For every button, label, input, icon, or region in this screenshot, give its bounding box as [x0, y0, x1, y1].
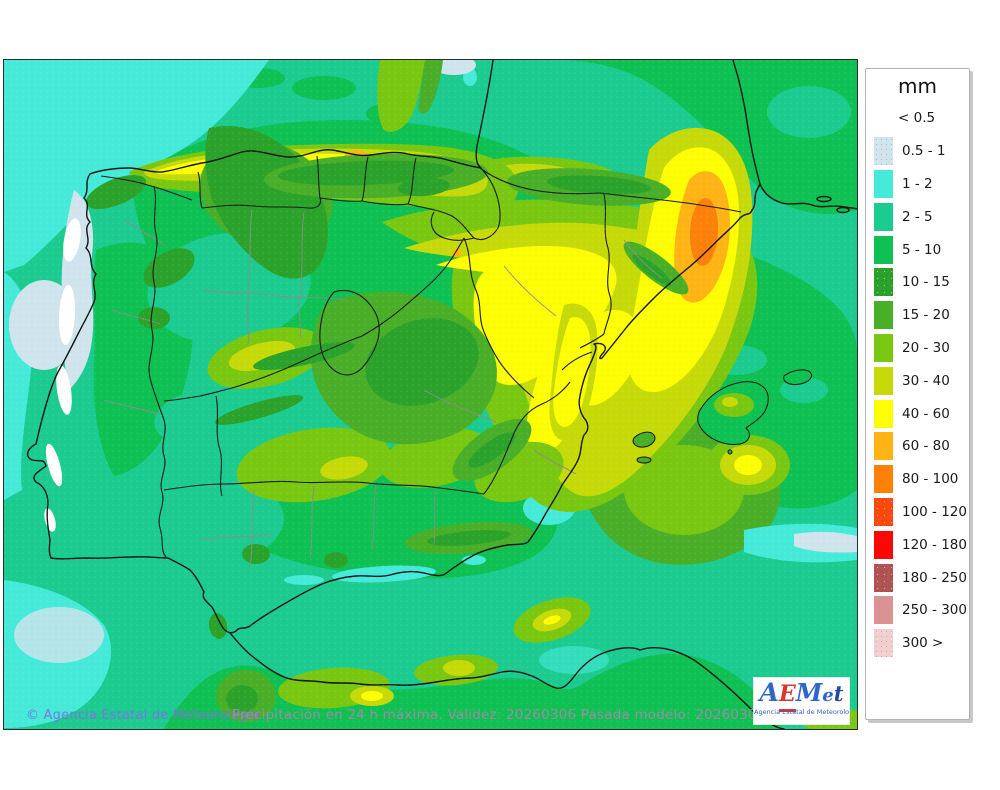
- legend-entry: 1 - 2: [866, 168, 969, 201]
- legend-entry: 2 - 5: [866, 200, 969, 233]
- legend-entry: 0.5 - 1: [866, 135, 969, 168]
- legend-label: 30 - 40: [902, 372, 950, 389]
- legend-swatch: [874, 530, 893, 559]
- legend-entry: 300 >: [866, 627, 969, 660]
- legend-panel: mm < 0.5 0.5 - 1 1 - 2 2 - 5 5 - 10 10 -…: [865, 68, 970, 720]
- aemet-logo-tagline: Agencia Estatal de Meteorología: [754, 708, 850, 716]
- legend-title: mm: [898, 74, 937, 98]
- legend-label: 180 - 250: [902, 569, 967, 586]
- legend-swatch: [874, 432, 893, 461]
- legend-swatch: [874, 268, 893, 297]
- legend-label: < 0.5: [898, 110, 936, 127]
- legend-label: 80 - 100: [902, 471, 959, 488]
- legend-label: 10 - 15: [902, 274, 950, 291]
- legend-label: 15 - 20: [902, 307, 950, 324]
- legend-entry: 100 - 120: [866, 496, 969, 529]
- legend-entry: 80 - 100: [866, 463, 969, 496]
- dither-texture: [4, 60, 857, 729]
- legend-swatch: [874, 497, 893, 526]
- aemet-logo: AEMet Agencia Estatal de Meteorología: [753, 677, 850, 725]
- legend-label: 1 - 2: [902, 175, 933, 192]
- legend-swatch: [874, 366, 893, 395]
- precipitation-map: [4, 60, 857, 729]
- legend-swatch: [874, 202, 893, 231]
- legend-entry: 5 - 10: [866, 233, 969, 266]
- aemet-logo-word: AEMet: [754, 678, 849, 712]
- legend-label: 250 - 300: [902, 602, 967, 619]
- legend-entry: 120 - 180: [866, 528, 969, 561]
- legend-entry: 40 - 60: [866, 397, 969, 430]
- logo-letter-e: E: [778, 679, 796, 712]
- legend-entry: 60 - 80: [866, 430, 969, 463]
- legend-swatch: [874, 235, 893, 264]
- logo-letter-m: M: [795, 678, 823, 707]
- legend-entry: 30 - 40: [866, 364, 969, 397]
- legend-swatch: [874, 301, 893, 330]
- legend-swatch: [874, 563, 893, 592]
- map-caption: Precipitación en 24 h máxima. Validez: 2…: [232, 707, 784, 723]
- legend-label: 100 - 120: [902, 503, 967, 520]
- legend-label: 0.5 - 1: [902, 143, 946, 160]
- map-canvas: © Agencia Estatal de Meteorología Precip…: [3, 59, 858, 730]
- legend-label: 5 - 10: [902, 241, 942, 258]
- legend-swatch: [874, 137, 893, 166]
- legend-entry: < 0.5: [866, 102, 969, 135]
- legend-swatch: [874, 465, 893, 494]
- legend-entry: 250 - 300: [866, 594, 969, 627]
- logo-letter-t: t: [833, 681, 844, 706]
- legend-label: 120 - 180: [902, 536, 967, 553]
- logo-letter-a: A: [759, 678, 779, 707]
- copyright-text: © Agencia Estatal de Meteorología: [26, 708, 260, 723]
- legend-swatch: [874, 596, 893, 625]
- legend-swatch: [874, 169, 893, 198]
- legend-entry: 180 - 250: [866, 561, 969, 594]
- legend-label: 40 - 60: [902, 405, 950, 422]
- logo-letter-e2: e: [822, 685, 834, 706]
- legend-label: 20 - 30: [902, 339, 950, 356]
- legend-entry: 20 - 30: [866, 332, 969, 365]
- legend-label: 2 - 5: [902, 208, 933, 225]
- legend-entry: 15 - 20: [866, 299, 969, 332]
- legend-swatch: [874, 399, 893, 428]
- legend-label: 60 - 80: [902, 438, 950, 455]
- legend-entry: 10 - 15: [866, 266, 969, 299]
- legend-swatch: [874, 629, 893, 658]
- legend-label: 300 >: [902, 635, 944, 652]
- legend-swatch: [874, 333, 893, 362]
